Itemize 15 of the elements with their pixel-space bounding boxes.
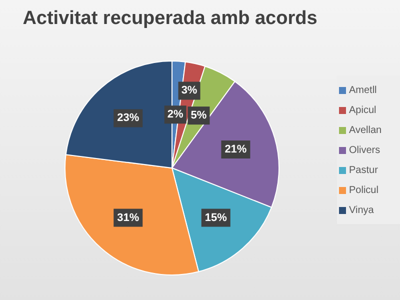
legend-label: Pastur bbox=[349, 164, 378, 176]
legend-label: Apicul bbox=[349, 104, 376, 116]
data-label: 5% bbox=[190, 110, 207, 122]
data-label: 21% bbox=[224, 143, 247, 156]
legend-label: Ametll bbox=[349, 84, 377, 96]
legend-label: Vinya bbox=[349, 204, 374, 216]
chart-title: Activitat recuperada amb acords bbox=[22, 8, 318, 30]
legend-label: Olivers bbox=[349, 144, 380, 156]
data-label: 3% bbox=[181, 84, 198, 97]
data-label: 23% bbox=[117, 112, 140, 124]
data-label: 2% bbox=[167, 108, 184, 121]
data-label: 31% bbox=[117, 212, 140, 224]
legend-label: Avellan bbox=[349, 124, 382, 136]
data-label: 15% bbox=[204, 212, 228, 224]
legend-label: Policul bbox=[349, 184, 378, 196]
